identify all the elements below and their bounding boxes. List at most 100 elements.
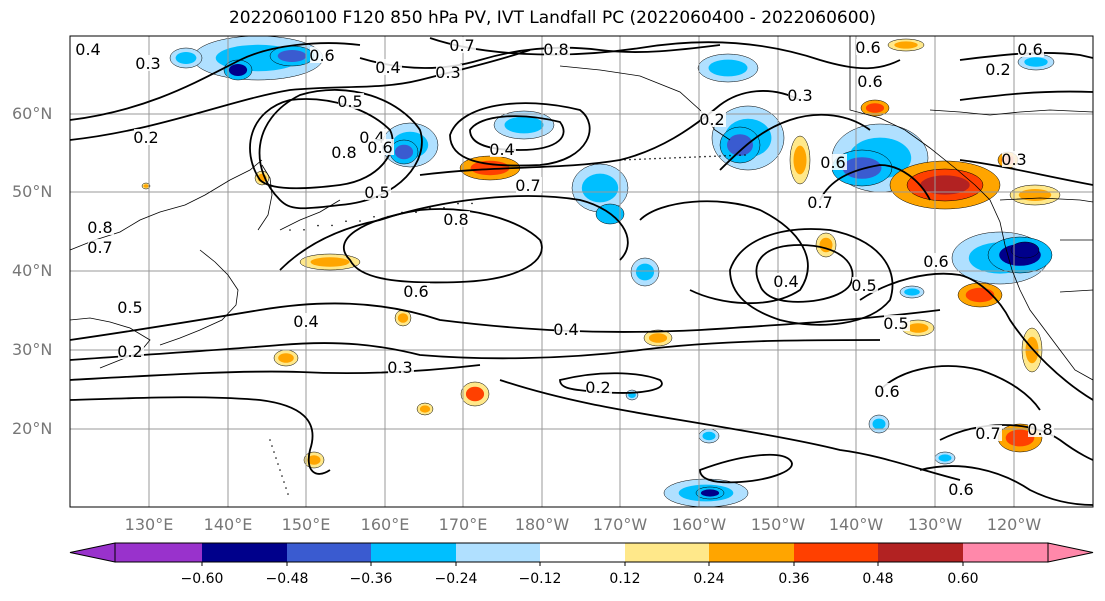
pc-anomaly-core bbox=[938, 454, 952, 462]
coastline bbox=[929, 109, 1094, 116]
colorbar bbox=[69, 542, 1094, 566]
lon-label: 150°W bbox=[750, 515, 806, 534]
contour-label: 0.2 bbox=[699, 110, 724, 129]
contour-label-bg bbox=[516, 177, 542, 193]
colorbar-segment bbox=[709, 543, 794, 562]
contour-label: 0.8 bbox=[331, 143, 356, 162]
coastline bbox=[849, 36, 1094, 381]
colorbar-segment bbox=[878, 543, 963, 562]
contour-label-bg bbox=[490, 141, 516, 157]
lat-label: 50°N bbox=[12, 182, 53, 201]
coastline bbox=[257, 164, 273, 231]
contour-label-bg bbox=[450, 37, 476, 53]
contour-label: 0.5 bbox=[883, 314, 908, 333]
colorbar-tick-label: 0.36 bbox=[778, 571, 810, 587]
contour-label: 0.4 bbox=[489, 140, 514, 159]
island bbox=[744, 154, 746, 156]
contour-label: 0.7 bbox=[807, 193, 832, 212]
pc-anomaly-core bbox=[397, 313, 409, 323]
lon-label: 160°E bbox=[360, 515, 410, 534]
colorbar-frame bbox=[114, 542, 1049, 563]
contour-label: 0.6 bbox=[403, 282, 428, 301]
pv-contour-line bbox=[69, 339, 881, 361]
lon-label: 120°W bbox=[986, 515, 1042, 534]
contour-label: 0.2 bbox=[117, 342, 142, 361]
pc-anomaly-core bbox=[1005, 429, 1035, 447]
colorbar-tick-label: 0.60 bbox=[947, 571, 979, 587]
contour-label: 0.7 bbox=[515, 176, 540, 195]
island bbox=[629, 158, 631, 161]
graticule bbox=[70, 36, 1093, 507]
colorbar-segment bbox=[456, 543, 540, 562]
island bbox=[345, 220, 347, 222]
contour-label-bg bbox=[774, 273, 800, 289]
island bbox=[704, 155, 706, 158]
pv-contour-line bbox=[699, 453, 793, 484]
contour-label: 0.2 bbox=[985, 60, 1010, 79]
pv-contour-line bbox=[859, 272, 1094, 401]
pv-contour-line bbox=[469, 115, 565, 151]
pc-anomaly-core bbox=[904, 288, 920, 296]
contour-label-bg bbox=[376, 59, 402, 75]
pc-anomaly-core bbox=[278, 353, 294, 363]
contour-label: 0.4 bbox=[75, 40, 100, 59]
island bbox=[709, 155, 711, 158]
contour-label-bg bbox=[332, 144, 358, 160]
island bbox=[649, 158, 651, 160]
contour-label: 0.7 bbox=[975, 424, 1000, 443]
pv-contour-line bbox=[69, 364, 481, 381]
contour-label-bg bbox=[1028, 421, 1054, 437]
colorbar-tick-label: 0.12 bbox=[609, 571, 641, 587]
contour-label-bg bbox=[88, 239, 114, 255]
pv-contour-line bbox=[559, 372, 663, 394]
colorbar-tick-label: −0.24 bbox=[434, 571, 478, 587]
contour-label: 0.4 bbox=[553, 320, 578, 339]
island bbox=[279, 469, 281, 471]
pc-anomaly-core bbox=[635, 263, 655, 281]
pv-contour-line bbox=[69, 396, 331, 475]
pc-anomaly-core bbox=[702, 431, 716, 441]
contour-label: 0.6 bbox=[367, 138, 392, 157]
island bbox=[277, 463, 279, 465]
pc-anomaly-core bbox=[894, 41, 918, 49]
colorbar-segment bbox=[287, 543, 371, 562]
island bbox=[317, 224, 319, 227]
island bbox=[415, 211, 417, 213]
island bbox=[269, 439, 271, 441]
contour-label: 0.6 bbox=[857, 72, 882, 91]
contour-label-bg bbox=[368, 139, 394, 155]
contour-label-bg bbox=[924, 253, 950, 269]
pc-anomaly-core bbox=[907, 323, 929, 333]
contour-label: 0.7 bbox=[449, 36, 474, 55]
contour-label-bg bbox=[554, 321, 580, 337]
contour-label-bg bbox=[88, 219, 114, 235]
contour-label: 0.4 bbox=[375, 58, 400, 77]
pv-contour-line bbox=[419, 90, 801, 176]
pc-anomaly-core bbox=[228, 64, 248, 76]
island bbox=[331, 224, 333, 227]
colorbar-segment bbox=[794, 543, 878, 562]
colorbar-tick-label: 0.48 bbox=[862, 571, 894, 587]
pc-anomaly-core bbox=[708, 59, 748, 77]
island bbox=[271, 445, 273, 447]
pv-contour-line bbox=[429, 37, 901, 70]
lon-label: 140°W bbox=[828, 515, 884, 534]
island bbox=[303, 229, 305, 231]
colorbar-tick-label: −0.36 bbox=[349, 571, 393, 587]
island bbox=[664, 157, 666, 159]
pv-contour-line bbox=[69, 49, 531, 141]
contour-label-bg bbox=[118, 343, 144, 359]
map-frame bbox=[69, 35, 1094, 508]
contour-label: 0.8 bbox=[87, 218, 112, 237]
island bbox=[739, 154, 741, 156]
pc-anomaly-core bbox=[419, 405, 431, 413]
contour-label: 0.4 bbox=[773, 272, 798, 291]
island bbox=[684, 156, 686, 159]
pv-contour-line bbox=[959, 159, 1094, 186]
contour-label: 0.6 bbox=[923, 252, 948, 271]
colorbar-segment bbox=[115, 543, 202, 562]
island bbox=[639, 158, 641, 160]
island bbox=[471, 202, 473, 205]
pc-anomaly-core bbox=[727, 134, 753, 156]
